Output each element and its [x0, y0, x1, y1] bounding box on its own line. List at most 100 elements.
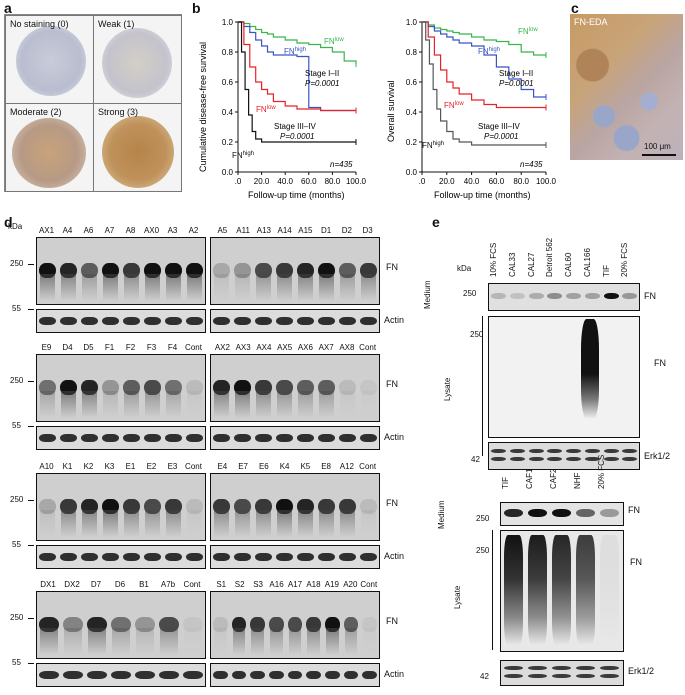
- e-lysate-blot-2: [500, 530, 624, 652]
- lane-label: K2: [83, 462, 94, 471]
- actin-band: [123, 433, 140, 443]
- km1-fnlow-b-sup: low: [267, 105, 277, 111]
- marker-55: 55: [12, 421, 21, 430]
- fn-band: [234, 263, 251, 278]
- actin-band: [339, 433, 356, 443]
- lane-label: F4: [167, 343, 178, 352]
- fn-smear: [64, 628, 82, 655]
- km1-fnlow-a-text: FN: [324, 37, 335, 46]
- fn-smear: [40, 628, 58, 655]
- fn-band: [165, 499, 182, 514]
- fn-smear: [270, 628, 283, 655]
- fn-band: [144, 499, 161, 514]
- km1-fnhigh-a-sup: high: [295, 47, 306, 53]
- lane-label: A4: [62, 226, 73, 235]
- km2-fnlow-a-text: FN: [518, 27, 529, 36]
- fn-band: [362, 617, 377, 632]
- e-medium-band-2: [576, 509, 595, 517]
- fn-smear: [298, 274, 313, 301]
- fn-band: [318, 380, 335, 395]
- fn-smear: [82, 391, 97, 418]
- lane-label: Cont: [359, 343, 377, 352]
- tma-core-0-label: No staining (0): [10, 19, 69, 29]
- lane-label: E4: [217, 462, 228, 471]
- actin-band: [234, 552, 251, 562]
- fn-smear: [40, 391, 55, 418]
- fn-smear: [235, 391, 250, 418]
- km-series-line-1: [422, 21, 546, 98]
- actin-band: [234, 433, 251, 443]
- e-lysate-label-2: Lysate: [453, 585, 462, 609]
- e-medium-band: [509, 293, 525, 299]
- actin-band: [165, 433, 182, 443]
- fn-smear: [214, 510, 229, 537]
- e-erk-band-2: [552, 674, 571, 678]
- lane-label: A5: [217, 226, 228, 235]
- e-medium-band: [622, 293, 638, 299]
- actin-band: [135, 670, 155, 680]
- fn-band: [111, 617, 131, 632]
- fn-band: [339, 499, 356, 514]
- fn-band: [39, 499, 56, 514]
- fn-band: [276, 380, 293, 395]
- fn-band: [255, 263, 272, 278]
- fn-smear: [319, 391, 334, 418]
- fn-band: [306, 617, 321, 632]
- fn-eda-label: FN-EDA: [574, 17, 608, 27]
- fn-band: [297, 380, 314, 395]
- fn-band: [39, 263, 56, 278]
- km1-x-ticks: .0 20.0 40.0 60.0 80.0 100.0: [235, 172, 367, 186]
- actin-blot: [210, 545, 380, 569]
- km2-fnhigh-a-text: FN: [478, 47, 489, 56]
- fn-smear: [40, 274, 55, 301]
- fn-smear: [340, 274, 355, 301]
- fn-smear: [88, 628, 106, 655]
- lane-label: A7: [104, 226, 115, 235]
- lane-label: E8: [321, 462, 332, 471]
- e-top-lane-label: CAL27: [526, 252, 536, 277]
- actin-band: [213, 670, 228, 680]
- y-tick-label: 0.8: [406, 48, 418, 57]
- e-m42-2: 42: [480, 672, 489, 681]
- e-top-lane-label: 20% FCS: [620, 242, 630, 277]
- fn-smear: [61, 274, 76, 301]
- tma-core-3-label: Strong (3): [98, 107, 139, 117]
- fn-smear: [214, 274, 229, 301]
- fn-band: [318, 499, 335, 514]
- fn-band: [339, 263, 356, 278]
- e-medium-band-2: [504, 509, 523, 517]
- lane-label: D4: [62, 343, 73, 352]
- fn-smear: [361, 274, 376, 301]
- actin-band: [213, 552, 230, 562]
- fn-smear: [344, 628, 358, 655]
- fn-smear: [61, 391, 76, 418]
- km2-fnhigh-b: FNhigh: [422, 141, 444, 150]
- y-tick-label: 0.4: [222, 108, 234, 117]
- lane-label: DX2: [64, 580, 80, 589]
- km1-fnlow-b: FNlow: [256, 105, 276, 114]
- lane-label: Cont: [185, 343, 202, 352]
- marker-55-tick: [28, 426, 34, 427]
- y-tick-label: 0.4: [406, 108, 418, 117]
- e-erk-band-2: [552, 666, 571, 670]
- e-medium-band: [584, 293, 600, 299]
- km1-y-ticks: 1.0 0.8 0.6 0.4 0.2 0.0: [222, 18, 238, 177]
- actin-band: [318, 433, 335, 443]
- panel-d-blots: AX1 A4 A6 A7 A8 AX0 A3 A2 A5 A11 A13 A14 A15 D1 D2 D3 25…: [8, 222, 404, 687]
- actin-band: [60, 316, 77, 326]
- marker-250: 250: [10, 376, 24, 385]
- km2-fnlow-b-sup: low: [455, 101, 465, 107]
- fn-band: [165, 380, 182, 395]
- fn-band: [213, 617, 228, 632]
- km2-fnlow-b-text: FN: [444, 101, 455, 110]
- e-erk-label: Erk1/2: [644, 451, 671, 461]
- lane-label: A7b: [160, 580, 176, 589]
- fn-blot: [210, 591, 380, 659]
- fn-band: [297, 499, 314, 514]
- actin-band: [102, 316, 119, 326]
- lane-label: Cont: [359, 462, 377, 471]
- e-bottom-lane-label: CAF1: [525, 468, 534, 489]
- lane-label: K4: [279, 462, 290, 471]
- fn-band: [343, 617, 359, 632]
